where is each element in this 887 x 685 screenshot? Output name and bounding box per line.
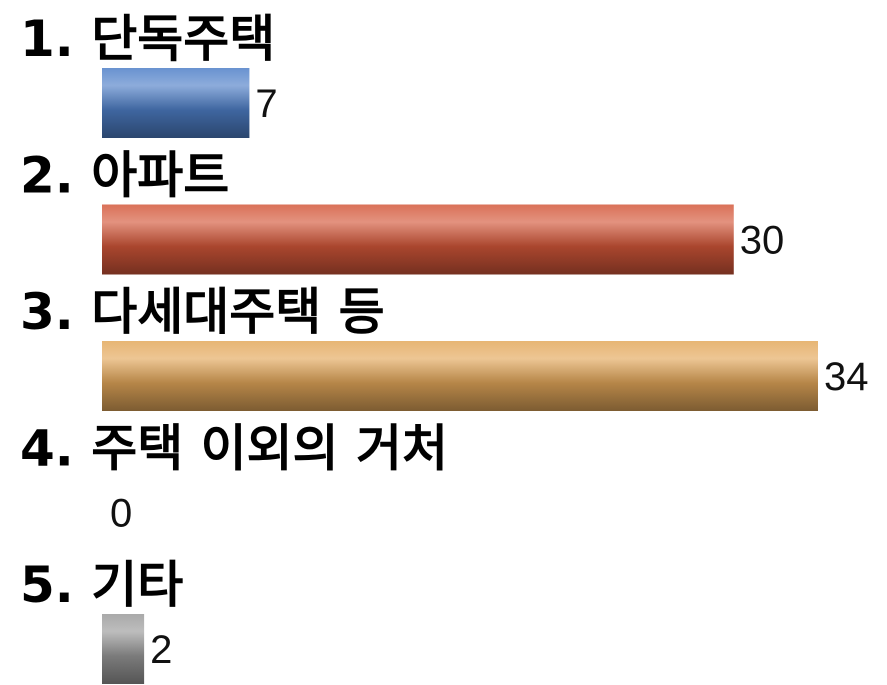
value-label: 30 bbox=[740, 219, 785, 263]
bars-group: 1. 단독주택 7 2. 아파트 30 3. 다세대주택 등 34 4. 주택 이외의 거처… bbox=[20, 10, 869, 684]
value-label: 0 bbox=[110, 492, 132, 536]
category-label: 2. 아파트 bbox=[20, 147, 229, 205]
category-label: 1. 단독주택 bbox=[20, 10, 275, 68]
bar bbox=[102, 614, 145, 684]
bar bbox=[102, 204, 734, 275]
category-label: 4. 주택 이외의 거처 bbox=[20, 420, 448, 478]
category-label: 3. 다세대주택 등 bbox=[20, 283, 385, 341]
value-label: 34 bbox=[824, 355, 869, 399]
bar bbox=[102, 341, 818, 411]
value-label: 2 bbox=[150, 628, 172, 672]
value-label: 7 bbox=[255, 82, 277, 126]
bar bbox=[102, 68, 250, 138]
category-label: 5. 기타 bbox=[20, 556, 183, 614]
